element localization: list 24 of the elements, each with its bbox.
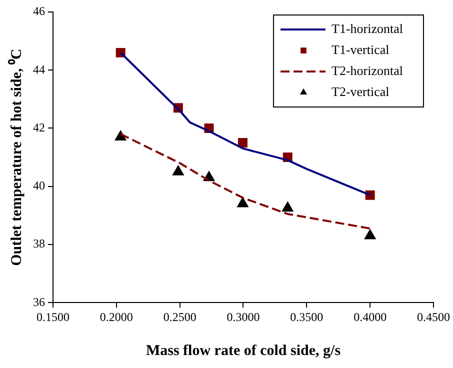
x-tick-label: 0.1500 [36,310,70,324]
legend-label: T1-vertical [332,42,390,57]
x-tick-label: 0.4500 [417,310,450,324]
point [172,165,184,176]
legend-label: T2-vertical [332,84,390,99]
point [238,138,248,148]
x-tick-label: 0.3000 [226,310,260,324]
y-tick-label: 46 [33,4,45,18]
x-tick-label: 0.2500 [163,310,196,324]
y-axis-title: Outlet temperature of hot side, ⁰C [6,48,25,266]
x-axis-title: Mass flow rate of cold side, g/s [146,342,341,359]
y-tick-label: 38 [33,236,45,251]
point [364,229,376,240]
point [237,197,248,208]
y-tick-label: 44 [33,62,45,76]
y-tick-label: 40 [33,178,45,193]
legend-label: T1-horizontal [332,20,404,36]
legend-label: T2-horizontal [332,62,404,78]
x-tick-label: 0.4000 [354,310,387,324]
y-tick-label: 36 [33,294,45,309]
y-tick-label: 42 [33,120,45,134]
x-tick-label: 0.3500 [290,310,324,324]
point [282,202,294,212]
x-tick-label: 0.2000 [100,310,133,324]
